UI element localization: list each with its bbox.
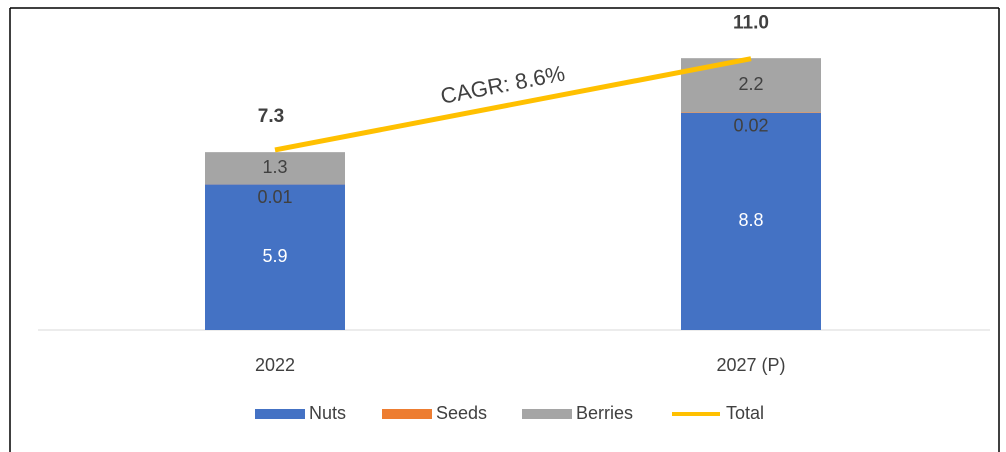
legend-swatch	[255, 409, 305, 419]
annotation: CAGR: 8.6%	[438, 61, 566, 109]
bar-segment	[205, 184, 345, 330]
data-label: 5.9	[262, 246, 287, 266]
legend-swatch	[382, 409, 432, 419]
data-label: 0.01	[257, 187, 292, 207]
data-label: 8.8	[738, 210, 763, 230]
x-tick-label: 2027 (P)	[716, 355, 785, 375]
total-label: 7.3	[258, 106, 284, 127]
data-label: 2.2	[738, 74, 763, 94]
x-tick-label: 2022	[255, 355, 295, 375]
total-line	[274, 56, 752, 153]
data-label: 0.02	[733, 116, 768, 136]
bar-segment	[681, 112, 821, 330]
bar-segment	[205, 152, 345, 185]
legend-label: Total	[726, 403, 764, 423]
legend-label: Nuts	[309, 403, 346, 423]
legend-swatch	[522, 409, 572, 419]
data-label: 1.3	[262, 157, 287, 177]
legend-label: Berries	[576, 403, 633, 423]
legend-label: Seeds	[436, 403, 487, 423]
total-label: 11.0	[733, 13, 769, 34]
